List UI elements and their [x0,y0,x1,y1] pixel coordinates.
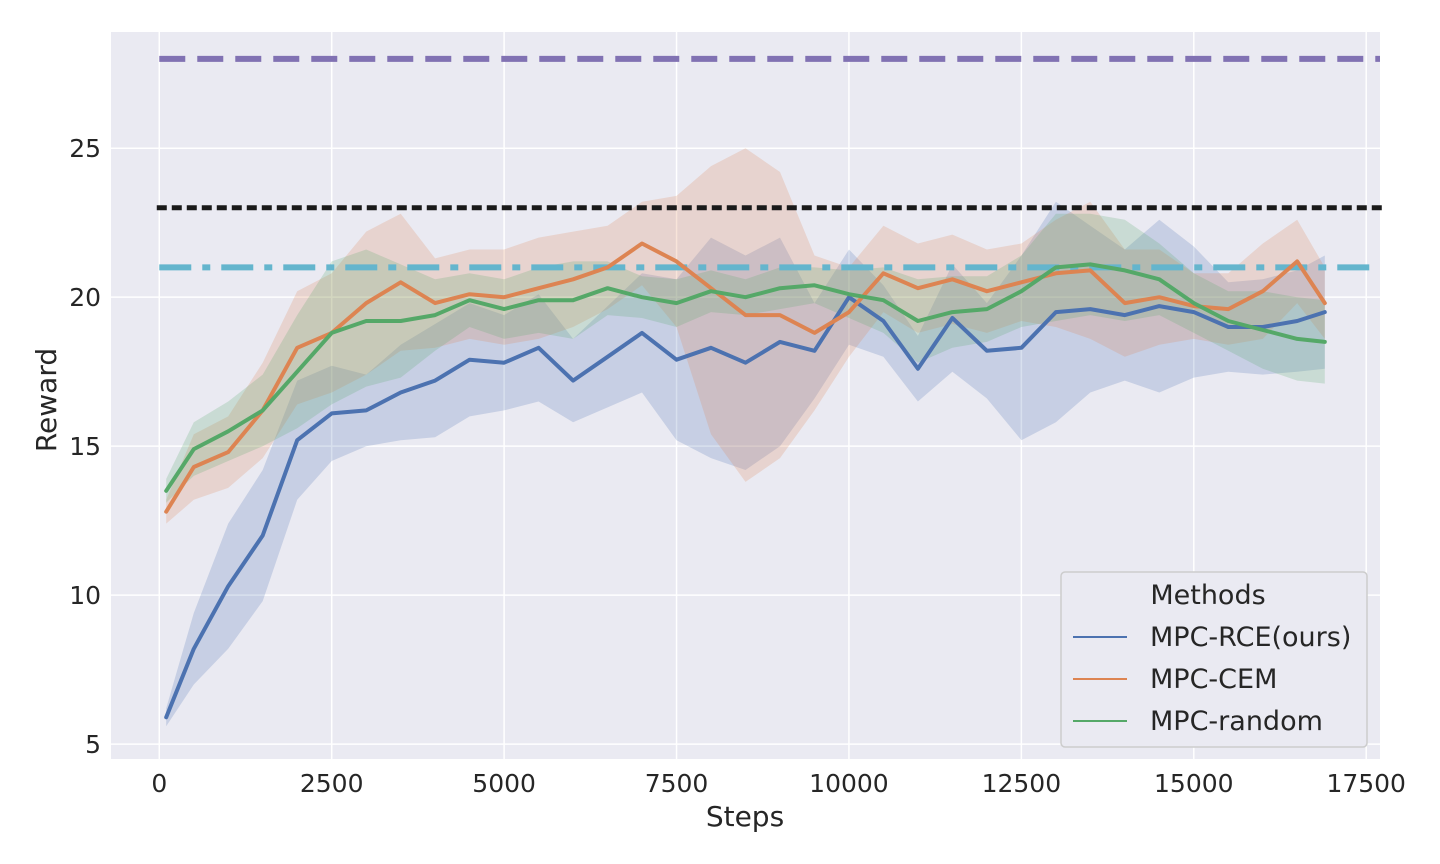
legend-entry: MPC-random [1150,706,1323,737]
confidence-band [166,213,1325,503]
y-tick-labels: 5 10 15 20 25 [69,134,101,759]
series-line [164,262,1327,493]
x-tick-label: 17500 [1326,769,1406,798]
x-tick-label: 5000 [472,769,536,798]
y-tick-label: 15 [69,432,101,461]
x-tick-label: 15000 [1154,769,1234,798]
legend: Methods MPC-RCE(ours) MPC-CEM MPC-random [1060,571,1368,748]
series-lines [164,241,1327,720]
series-line [164,241,1327,514]
y-tick-label: 25 [69,134,101,163]
x-tick-label: 7500 [645,769,709,798]
y-tick-label: 5 [85,730,101,759]
x-tick-label: 2500 [300,769,364,798]
y-axis-label: Reward [30,348,63,452]
x-axis-label: Steps [706,800,784,833]
y-tick-label: 20 [69,283,101,312]
confidence-band [166,148,1325,524]
y-tick-label: 10 [69,581,101,610]
x-tick-label: 0 [151,769,167,798]
x-tick-label: 12500 [982,769,1062,798]
series-line [164,295,1327,720]
legend-box [1060,571,1368,748]
x-tick-labels: 0 2500 5000 7500 10000 12500 15000 17500 [151,769,1406,798]
legend-entry: MPC-CEM [1150,664,1277,695]
reference-lines [156,55,1383,271]
legend-entry: MPC-RCE(ours) [1150,622,1351,653]
legend-title: Methods [1150,580,1265,611]
x-tick-label: 10000 [809,769,889,798]
